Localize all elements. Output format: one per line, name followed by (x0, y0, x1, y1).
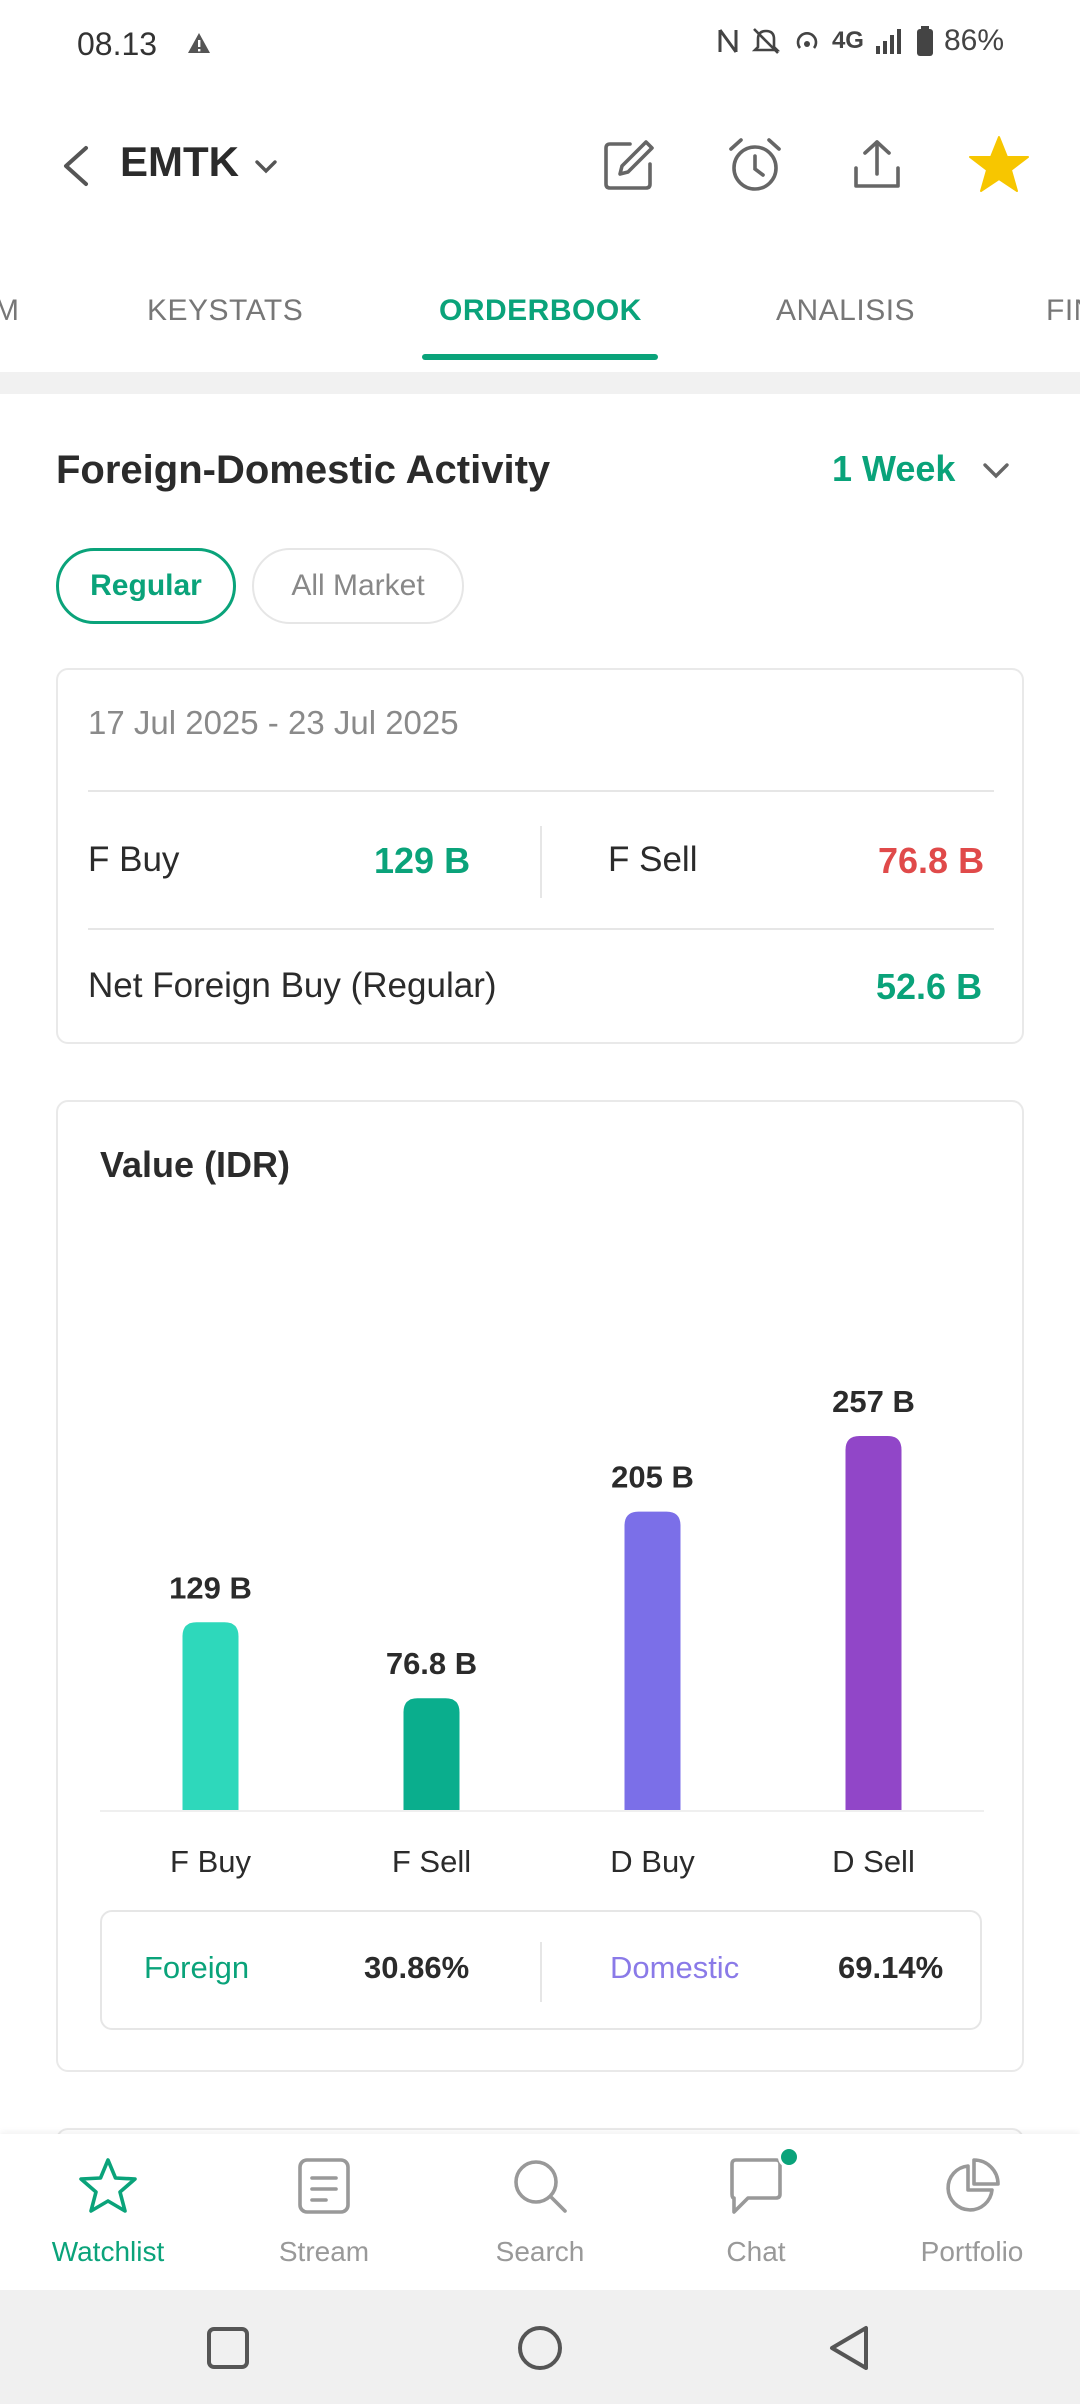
home-icon[interactable] (512, 2320, 568, 2376)
net-foreign-label: Net Foreign Buy (Regular) (88, 966, 497, 1005)
nav-watchlist[interactable]: Watchlist (0, 2134, 216, 2290)
f-buy-label: F Buy (88, 840, 180, 879)
chat-notification-dot (778, 2146, 800, 2168)
category-label: D Sell (832, 1844, 915, 1879)
system-nav-bar (0, 2290, 1080, 2404)
divider (540, 1942, 542, 2002)
divider (88, 928, 994, 930)
document-icon (294, 2156, 354, 2216)
category-label: D Buy (610, 1844, 695, 1879)
f-buy-value: 129 B (374, 840, 471, 881)
status-icons: 4G 86% (716, 24, 1004, 58)
foreign-percent: 30.86% (364, 1950, 470, 1985)
nav-label: Chat (726, 2236, 786, 2267)
foreign-domestic-ratio: Foreign 30.86% Domestic 69.14% (100, 1910, 982, 2030)
back-arrow-icon[interactable] (56, 138, 100, 194)
ticker-selector[interactable]: EMTK (120, 138, 279, 186)
bar-value-label: 129 B (169, 1570, 252, 1605)
tab-m[interactable]: M (0, 294, 20, 327)
star-outline-icon (78, 2156, 138, 2216)
signal-icon (874, 26, 906, 56)
battery-level: 86% (943, 24, 1004, 57)
battery-icon (916, 25, 934, 57)
hotspot-icon (792, 26, 822, 56)
divider (540, 826, 542, 898)
nav-search[interactable]: Search (432, 2134, 648, 2290)
nav-label: Watchlist (51, 2236, 165, 2267)
summary-card: 17 Jul 2025 - 23 Jul 2025 F Buy 129 B F … (56, 668, 1024, 1044)
chevron-down-icon (253, 138, 279, 186)
divider (88, 790, 994, 792)
tab-analisis[interactable]: ANALISIS (776, 294, 916, 327)
tab-orderbook[interactable]: ORDERBOOK (439, 294, 642, 327)
f-sell-value: 76.8 B (878, 840, 985, 881)
share-icon[interactable] (842, 130, 912, 200)
bar-d-sell (845, 1436, 902, 1810)
section-divider (0, 372, 1080, 394)
mute-icon (750, 25, 782, 57)
back-icon[interactable] (822, 2320, 878, 2376)
chart-card: Value (IDR) 129 B F Buy 76.8 B F Sell 205 B D… (56, 1100, 1024, 2072)
warning-icon (186, 30, 212, 61)
tab-bar: M KEYSTATS ORDERBOOK ANALISIS FIN (0, 270, 1080, 362)
nav-chat[interactable]: Chat (648, 2134, 864, 2290)
active-tab-indicator (422, 354, 658, 360)
status-bar: 08.13 4G 86% (0, 0, 1080, 90)
tab-fin[interactable]: FIN (1046, 294, 1080, 327)
bottom-nav: Watchlist Stream Search Chat Portfolio (0, 2134, 1080, 2290)
ticker-symbol: EMTK (120, 138, 239, 185)
nav-label: Portfolio (920, 2236, 1024, 2267)
edit-icon[interactable] (594, 130, 664, 200)
bar-f-buy (182, 1622, 239, 1810)
nav-label: Search (495, 2236, 585, 2267)
nav-portfolio[interactable]: Portfolio (864, 2134, 1080, 2290)
nav-label: Stream (278, 2236, 370, 2267)
chip-all-market[interactable]: All Market (252, 548, 464, 624)
category-label: F Buy (170, 1844, 251, 1879)
pie-chart-icon (942, 2156, 1002, 2216)
chevron-down-icon (981, 448, 1011, 490)
category-label: F Sell (392, 1844, 471, 1879)
period-selector[interactable]: 1 Week (832, 448, 1011, 490)
network-type: 4G (831, 27, 864, 54)
domestic-label: Domestic (610, 1950, 740, 1985)
chat-icon (726, 2156, 786, 2216)
tab-keystats[interactable]: KEYSTATS (147, 294, 304, 327)
app-header: EMTK (0, 120, 1080, 210)
recent-apps-icon[interactable] (200, 2320, 256, 2376)
bar-value-label: 205 B (611, 1460, 694, 1495)
nav-stream[interactable]: Stream (216, 2134, 432, 2290)
nfc-icon (716, 26, 740, 56)
section-title: Foreign-Domestic Activity (56, 448, 551, 492)
period-label: 1 Week (832, 448, 956, 489)
bar-value-label: 76.8 B (386, 1646, 477, 1681)
bar-f-sell (403, 1698, 460, 1810)
domestic-percent: 69.14% (838, 1950, 944, 1985)
chart-title: Value (IDR) (100, 1144, 291, 1185)
star-icon[interactable] (964, 130, 1034, 200)
bar-value-label: 257 B (832, 1384, 915, 1419)
net-foreign-value: 52.6 B (876, 966, 983, 1007)
foreign-label: Foreign (144, 1950, 250, 1985)
f-sell-label: F Sell (608, 840, 698, 879)
bar-d-buy (624, 1511, 681, 1810)
chip-regular[interactable]: Regular (56, 548, 236, 624)
status-time: 08.13 (77, 26, 158, 62)
value-bar-chart: 129 B F Buy 76.8 B F Sell 205 B D Buy 257 B D S… (100, 1384, 984, 1879)
date-range: 17 Jul 2025 - 23 Jul 2025 (88, 704, 459, 741)
search-icon (510, 2156, 570, 2216)
alarm-icon[interactable] (720, 130, 790, 200)
